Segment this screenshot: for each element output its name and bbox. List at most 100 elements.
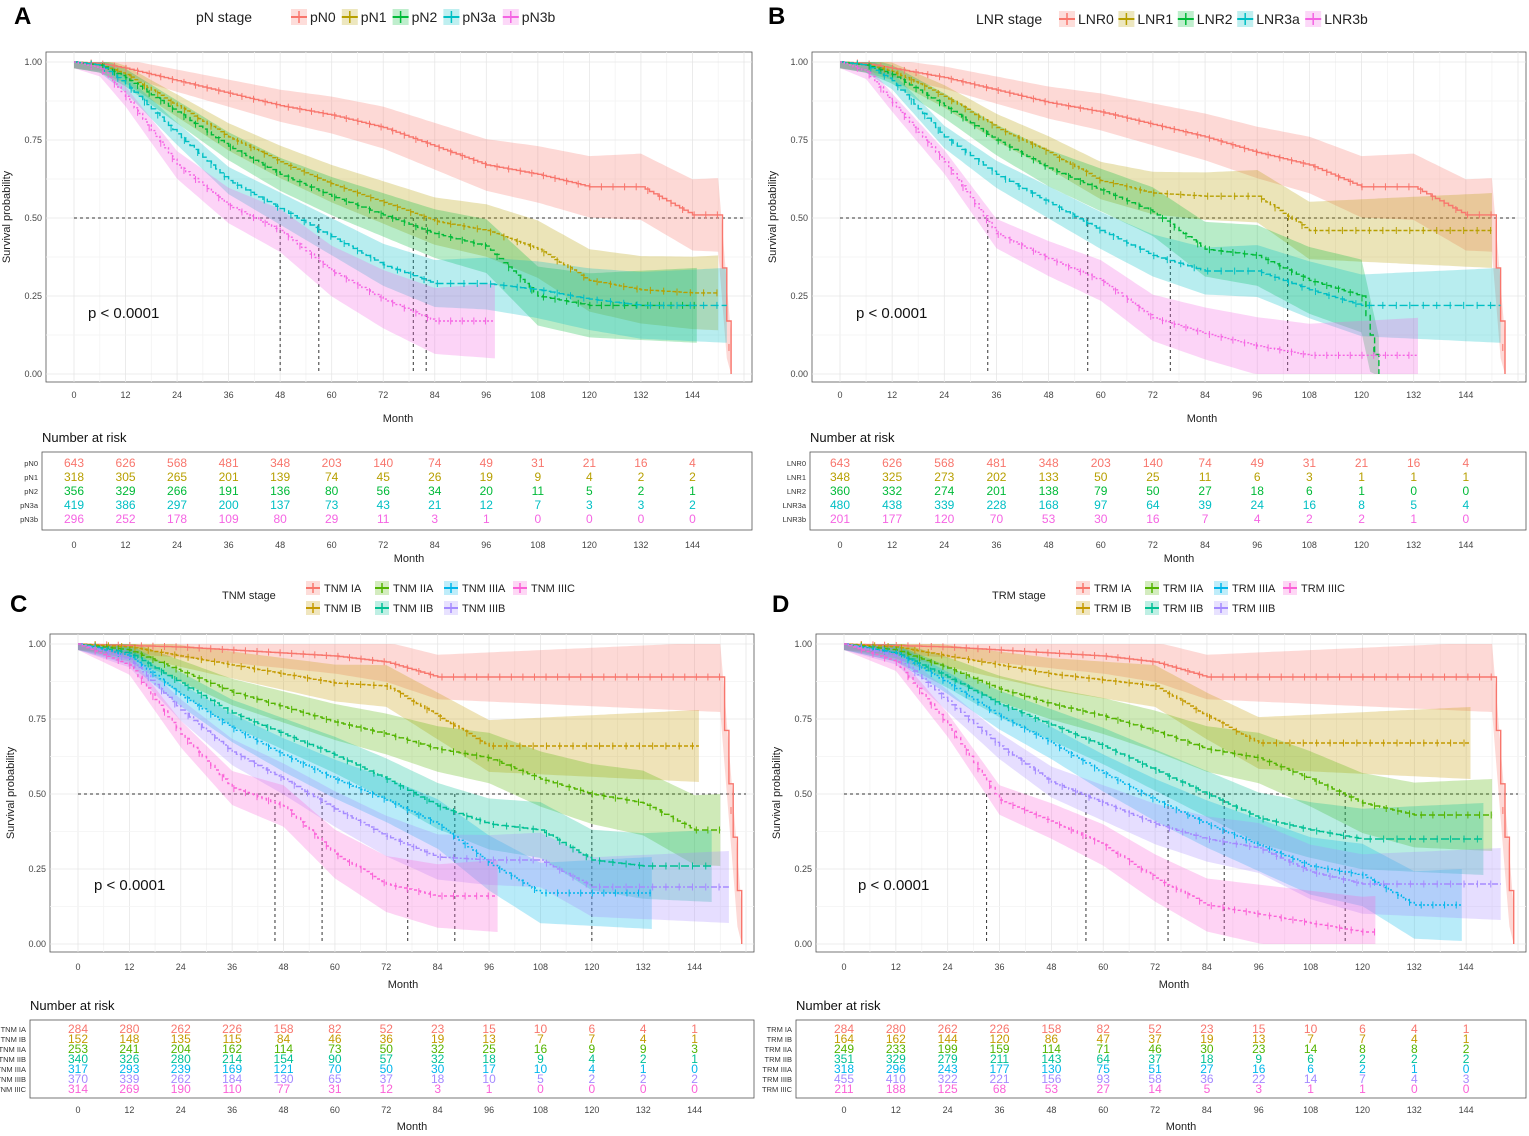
x-tick-label: 120: [584, 962, 599, 972]
y-tick-label: 0.25: [24, 291, 42, 301]
confidence-band: [844, 644, 1514, 944]
risk-cell: 201: [986, 484, 1006, 498]
risk-x-tick-label: 12: [121, 540, 131, 550]
y-tick-label: 0.00: [794, 939, 812, 949]
risk-cell: 226: [990, 1022, 1010, 1036]
confidence-band: [78, 644, 742, 944]
legend-item: TNM IIA: [375, 581, 434, 595]
risk-cell: 0: [586, 512, 593, 526]
risk-cell: 8: [1411, 1042, 1418, 1056]
risk-cell: 2: [691, 1072, 698, 1086]
confidence-band: [840, 62, 1418, 374]
risk-cell: 13: [1252, 1032, 1266, 1046]
risk-cell: 158: [1041, 1022, 1061, 1036]
risk-cell: 74: [1198, 456, 1212, 470]
risk-cell: 14: [1304, 1072, 1318, 1086]
y-tick-label: 0.50: [790, 213, 808, 223]
legend-item: TRM IB: [1076, 601, 1131, 615]
confidence-band: [74, 62, 732, 374]
risk-cell: 481: [219, 456, 239, 470]
x-axis-label: Month: [1159, 979, 1190, 991]
x-tick-label: 60: [327, 390, 337, 400]
risk-cell: 626: [882, 456, 902, 470]
risk-x-tick-label: 12: [891, 1105, 901, 1115]
risk-row-label: TRM IB: [767, 1035, 792, 1044]
survival-curve: [74, 61, 697, 307]
risk-cell: 262: [171, 1072, 191, 1086]
risk-cell: 9: [535, 470, 542, 484]
risk-cell: 211: [834, 1082, 853, 1096]
risk-x-tick-label: 96: [1254, 1105, 1264, 1115]
risk-cell: 296: [64, 512, 84, 526]
risk-cell: 139: [270, 470, 290, 484]
risk-cell: 191: [219, 484, 239, 498]
survival-curves: [74, 59, 732, 374]
risk-cell: 19: [480, 470, 494, 484]
risk-cell: 4: [640, 1022, 647, 1036]
survival-curve: [844, 643, 1462, 906]
risk-cell: 0: [640, 1082, 647, 1096]
confidence-band: [840, 62, 1505, 374]
risk-cell: 2: [1359, 1052, 1366, 1066]
y-tick-label: 0.25: [790, 291, 808, 301]
survival-curve: [78, 643, 652, 894]
risk-cell: 626: [116, 456, 136, 470]
risk-cell: 3: [1463, 1072, 1470, 1086]
risk-cell: 280: [886, 1022, 906, 1036]
risk-cell: 0: [1463, 1082, 1470, 1096]
risk-cell: 329: [886, 1052, 906, 1066]
risk-cell: 15: [1252, 1022, 1266, 1036]
y-tick-label: 0.00: [24, 369, 42, 379]
risk-row-label: pN2: [24, 487, 38, 496]
survival-curve: [840, 61, 1501, 307]
risk-cell: 202: [986, 470, 1006, 484]
survival-curve: [840, 61, 1380, 374]
x-tick-label: 84: [433, 962, 443, 972]
risk-cell: 2: [1463, 1052, 1470, 1066]
risk-cell: 279: [938, 1052, 958, 1066]
risk-cell: 8: [1358, 498, 1365, 512]
x-tick-label: 36: [227, 962, 237, 972]
risk-cell: 6: [1254, 470, 1261, 484]
risk-row-label: LNR3b: [783, 515, 806, 524]
risk-cell: 9: [589, 1042, 596, 1056]
survival-curve: [78, 643, 721, 831]
risk-cell: 10: [482, 1072, 496, 1086]
legend-label: TNM IIIB: [462, 603, 505, 615]
risk-cell: 12: [480, 498, 494, 512]
legend-key-fill: [291, 9, 307, 25]
legend-label: pN0: [310, 9, 336, 25]
risk-cell: 4: [1463, 498, 1470, 512]
risk-x-tick-label: 0: [837, 540, 842, 550]
risk-row-label: TNM IB: [1, 1035, 26, 1044]
y-tick-label: 0.00: [790, 369, 808, 379]
risk-row-label: TRM IA: [767, 1025, 792, 1034]
legend-label: LNR1: [1137, 11, 1173, 27]
survival-curves: [78, 641, 743, 944]
risk-cell: 568: [167, 456, 187, 470]
risk-cell: 86: [1045, 1032, 1059, 1046]
risk-cell: 18: [1200, 1052, 1214, 1066]
risk-cell: 144: [938, 1032, 958, 1046]
x-tick-label: 96: [1252, 390, 1262, 400]
risk-cell: 158: [274, 1022, 294, 1036]
risk-row-label: TRM IIB: [765, 1055, 793, 1064]
confidence-band: [78, 644, 712, 902]
risk-x-tick-label: 12: [887, 540, 897, 550]
risk-cell: 90: [328, 1052, 342, 1066]
risk-x-tick-label: 84: [433, 1105, 443, 1115]
risk-x-tick-label: 12: [124, 1105, 134, 1115]
risk-cell: 137: [270, 498, 290, 512]
risk-table-title: Number at risk: [42, 430, 127, 445]
x-tick-label: 60: [330, 962, 340, 972]
legend-label: TNM IB: [324, 603, 361, 615]
risk-cell: 643: [830, 456, 850, 470]
risk-table-frame: [41, 451, 753, 531]
risk-cell: 293: [119, 1062, 139, 1076]
confidence-band: [74, 62, 727, 343]
risk-x-tick-label: 108: [1303, 1105, 1318, 1115]
risk-cell: 1: [1358, 470, 1365, 484]
risk-cell: 34: [428, 484, 442, 498]
y-tick-label: 1.00: [28, 639, 46, 649]
